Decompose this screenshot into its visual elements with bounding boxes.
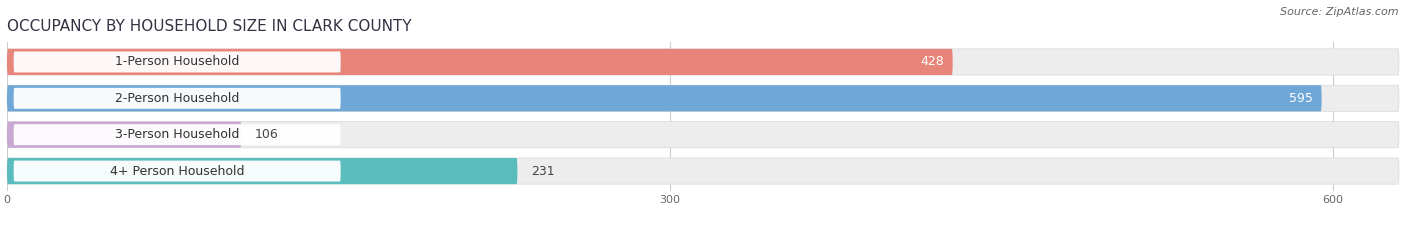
FancyBboxPatch shape [14, 124, 340, 145]
FancyBboxPatch shape [14, 161, 340, 182]
Text: Source: ZipAtlas.com: Source: ZipAtlas.com [1281, 7, 1399, 17]
FancyBboxPatch shape [14, 51, 340, 72]
FancyBboxPatch shape [14, 88, 340, 109]
Text: 3-Person Household: 3-Person Household [115, 128, 239, 141]
FancyBboxPatch shape [7, 49, 1399, 75]
FancyBboxPatch shape [7, 49, 953, 75]
FancyBboxPatch shape [7, 85, 1399, 111]
FancyBboxPatch shape [7, 158, 517, 184]
FancyBboxPatch shape [7, 158, 1399, 184]
Text: 231: 231 [530, 164, 554, 178]
FancyBboxPatch shape [7, 122, 242, 148]
Text: 428: 428 [920, 55, 943, 69]
Text: 595: 595 [1289, 92, 1313, 105]
FancyBboxPatch shape [7, 122, 1399, 148]
Text: OCCUPANCY BY HOUSEHOLD SIZE IN CLARK COUNTY: OCCUPANCY BY HOUSEHOLD SIZE IN CLARK COU… [7, 19, 412, 34]
Text: 4+ Person Household: 4+ Person Household [110, 164, 245, 178]
Text: 2-Person Household: 2-Person Household [115, 92, 239, 105]
Text: 106: 106 [254, 128, 278, 141]
FancyBboxPatch shape [7, 85, 1322, 111]
Text: 1-Person Household: 1-Person Household [115, 55, 239, 69]
